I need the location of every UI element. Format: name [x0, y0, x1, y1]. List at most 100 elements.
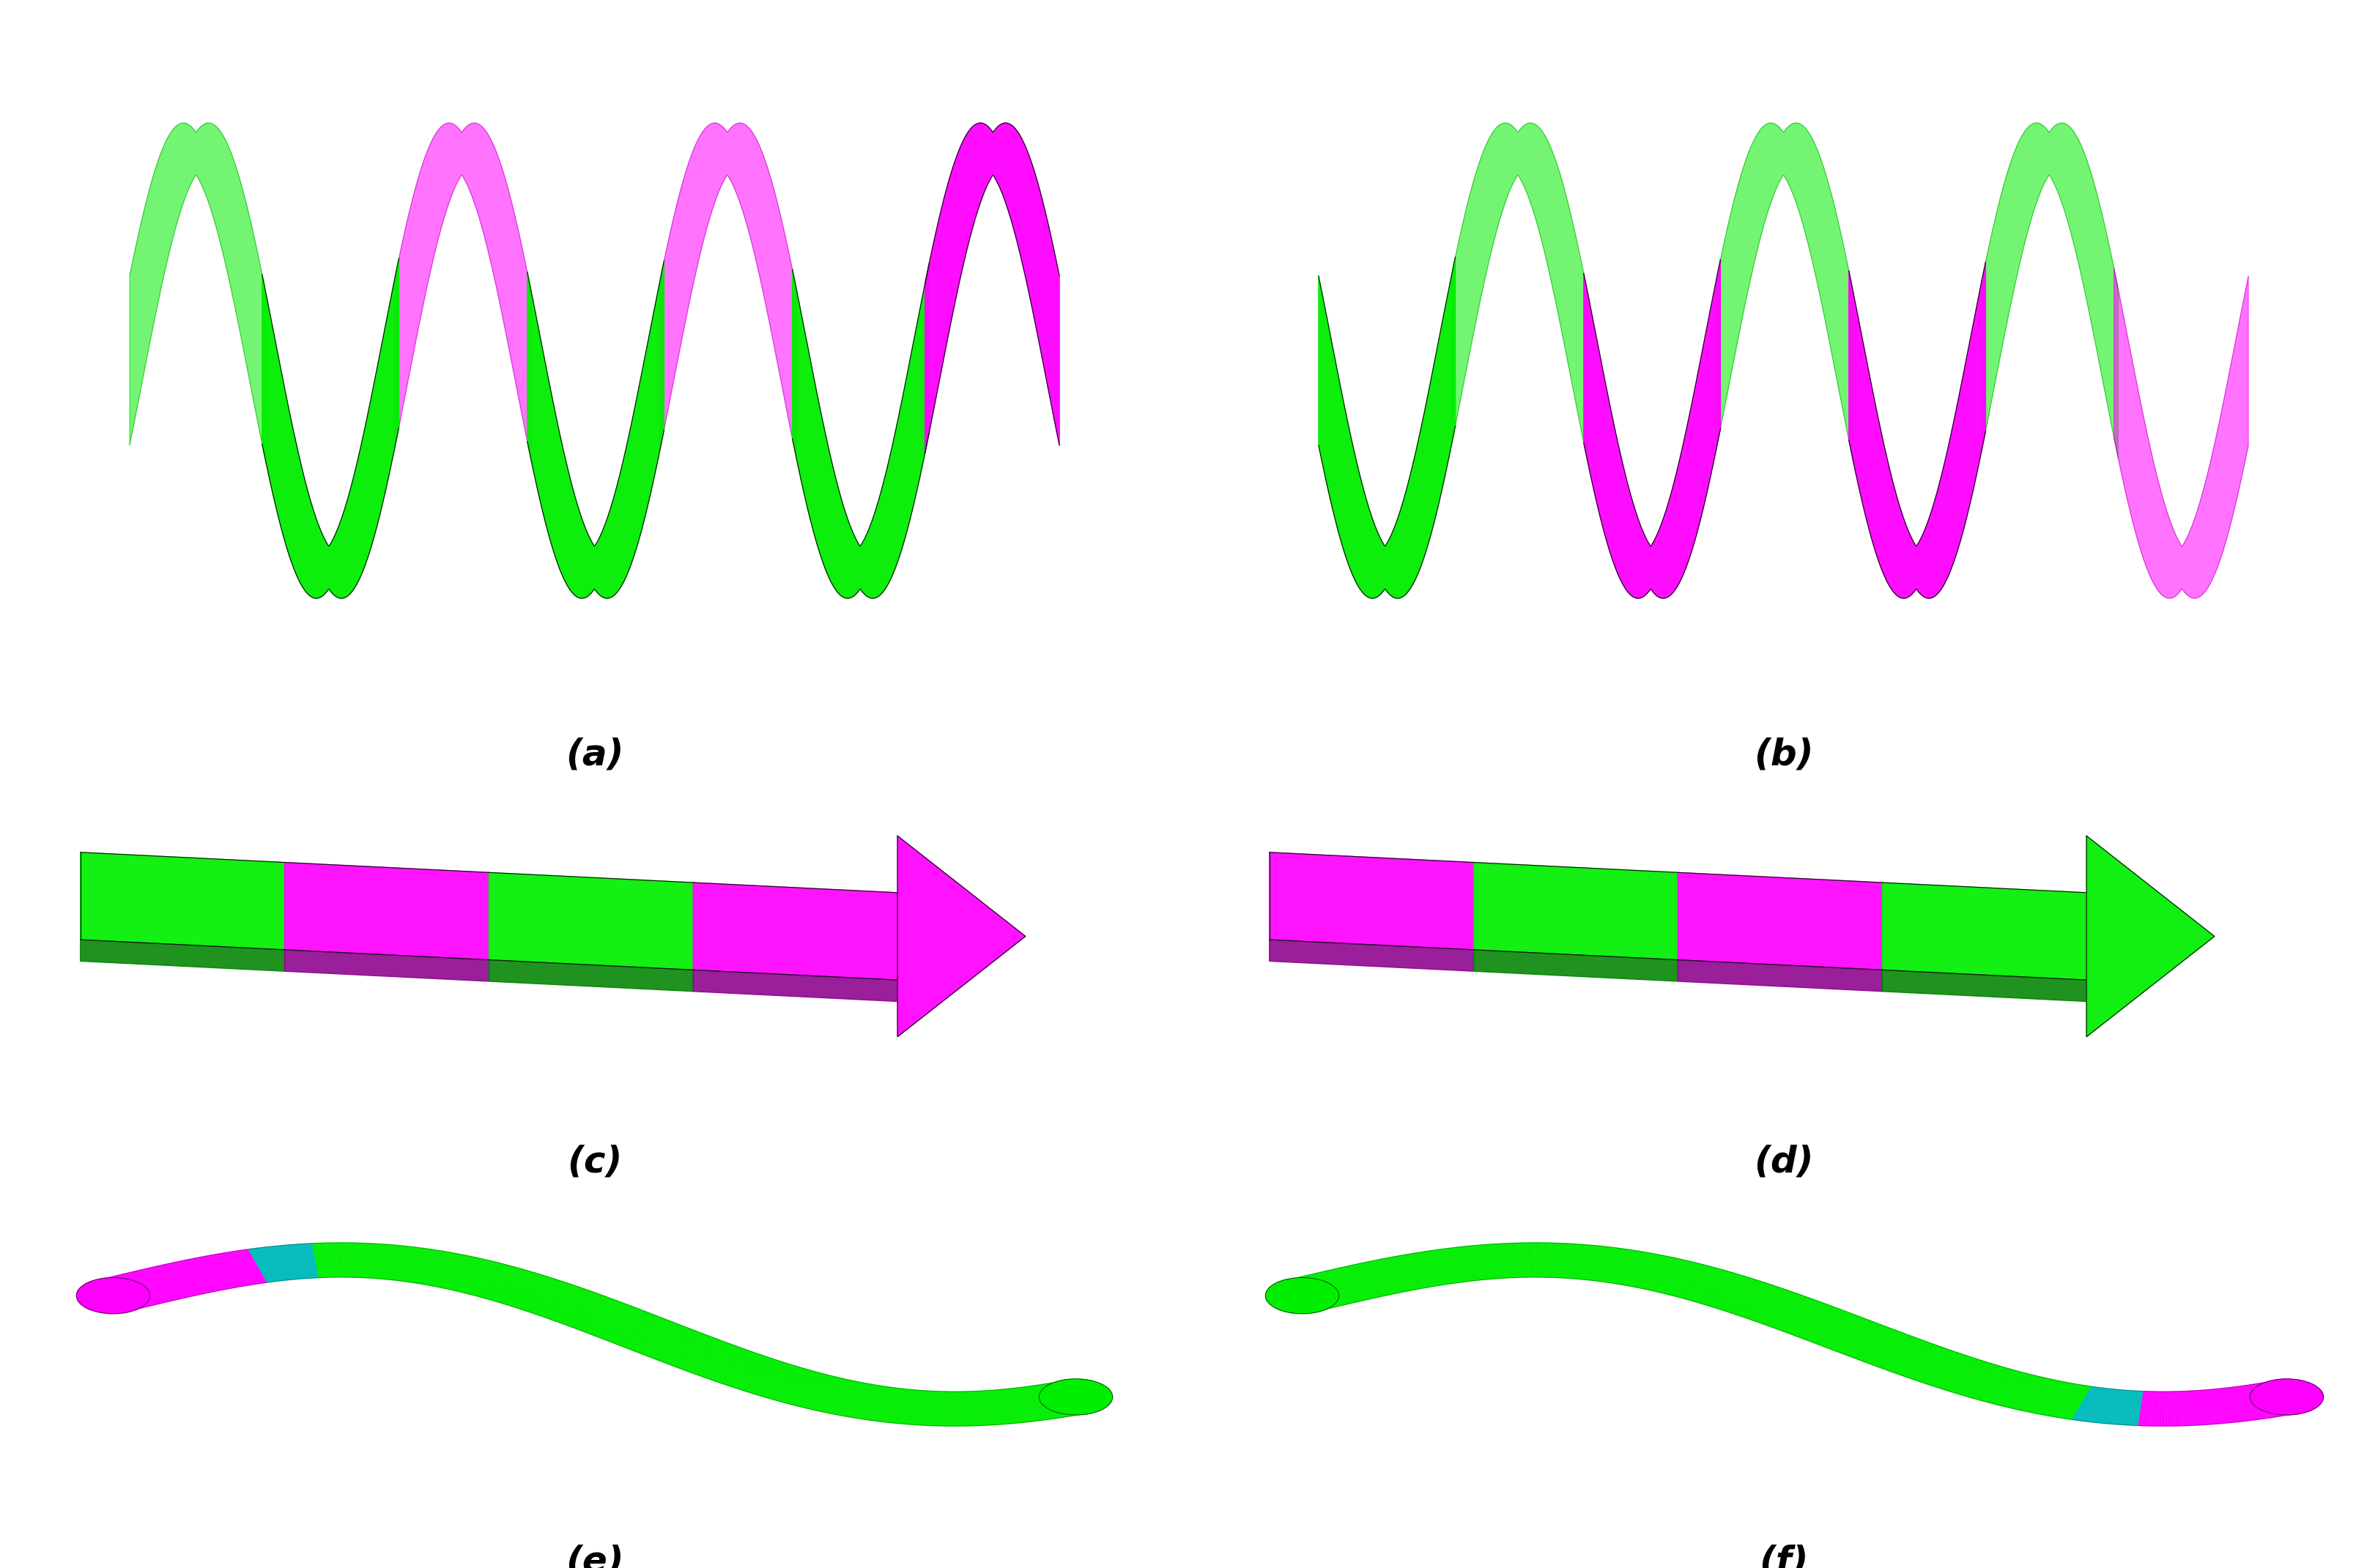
Polygon shape	[1367, 1261, 1396, 1294]
Polygon shape	[421, 1251, 445, 1284]
Polygon shape	[518, 1279, 559, 1309]
Polygon shape	[552, 1292, 594, 1320]
Polygon shape	[499, 1273, 540, 1303]
Polygon shape	[338, 1243, 340, 1278]
Polygon shape	[2140, 1391, 2147, 1425]
Polygon shape	[545, 1289, 587, 1317]
Polygon shape	[407, 1248, 430, 1283]
Polygon shape	[702, 1348, 744, 1377]
Polygon shape	[181, 1261, 212, 1292]
Polygon shape	[2181, 1391, 2188, 1425]
Polygon shape	[2162, 1392, 2164, 1425]
Polygon shape	[944, 1392, 949, 1425]
Polygon shape	[1926, 1355, 1969, 1385]
Polygon shape	[1826, 1320, 1871, 1348]
Polygon shape	[81, 939, 285, 971]
Polygon shape	[716, 1353, 759, 1381]
Polygon shape	[1755, 1294, 1798, 1322]
Polygon shape	[2219, 1389, 2235, 1422]
Polygon shape	[694, 1347, 740, 1375]
Polygon shape	[2086, 836, 2214, 1036]
Text: (e): (e)	[566, 1544, 623, 1568]
Polygon shape	[949, 1392, 954, 1425]
Polygon shape	[2095, 1389, 2112, 1422]
Polygon shape	[1460, 1247, 1477, 1281]
Polygon shape	[1812, 1314, 1857, 1342]
Polygon shape	[1748, 1290, 1791, 1320]
Polygon shape	[973, 1391, 980, 1425]
Polygon shape	[687, 1344, 732, 1372]
Polygon shape	[428, 1253, 457, 1286]
Polygon shape	[2195, 1391, 2207, 1425]
Polygon shape	[1627, 1253, 1653, 1286]
Polygon shape	[2212, 1389, 2226, 1424]
Polygon shape	[792, 263, 930, 599]
Polygon shape	[2021, 1378, 2052, 1411]
Polygon shape	[473, 1265, 509, 1295]
Polygon shape	[2221, 1388, 2238, 1422]
Polygon shape	[124, 1273, 157, 1305]
Polygon shape	[283, 1245, 297, 1279]
Polygon shape	[1389, 1258, 1415, 1290]
Polygon shape	[166, 1264, 197, 1295]
Polygon shape	[749, 1363, 787, 1392]
Polygon shape	[1503, 1243, 1512, 1278]
Polygon shape	[1408, 1254, 1432, 1287]
Polygon shape	[371, 1243, 383, 1278]
Polygon shape	[281, 1245, 295, 1279]
Polygon shape	[818, 1380, 849, 1411]
Polygon shape	[117, 1275, 150, 1306]
Polygon shape	[1715, 1279, 1755, 1309]
Polygon shape	[1841, 1327, 1886, 1353]
Polygon shape	[1531, 1243, 1534, 1278]
Polygon shape	[1619, 1251, 1643, 1284]
Polygon shape	[2207, 1389, 2221, 1424]
Polygon shape	[994, 1389, 1006, 1424]
Polygon shape	[599, 1309, 644, 1338]
Polygon shape	[302, 1243, 312, 1278]
Polygon shape	[694, 971, 897, 1002]
Polygon shape	[2259, 1383, 2283, 1416]
Polygon shape	[395, 122, 530, 461]
Polygon shape	[723, 1356, 766, 1385]
Polygon shape	[794, 1375, 830, 1406]
Polygon shape	[402, 1248, 421, 1281]
Polygon shape	[678, 1341, 723, 1369]
Polygon shape	[364, 1243, 373, 1278]
Polygon shape	[1750, 1292, 1793, 1320]
Polygon shape	[1365, 1262, 1396, 1294]
Polygon shape	[128, 122, 266, 464]
Polygon shape	[457, 1261, 490, 1292]
Polygon shape	[1565, 1243, 1577, 1278]
Polygon shape	[1705, 1276, 1745, 1306]
Polygon shape	[1001, 1389, 1018, 1424]
Polygon shape	[1510, 1243, 1517, 1278]
Polygon shape	[1422, 1251, 1446, 1284]
Polygon shape	[133, 1272, 166, 1303]
Polygon shape	[2254, 1385, 2278, 1417]
Polygon shape	[285, 950, 490, 982]
Polygon shape	[987, 1391, 999, 1425]
Polygon shape	[1046, 1383, 1070, 1416]
Polygon shape	[1836, 1323, 1881, 1352]
Polygon shape	[1814, 1316, 1860, 1344]
Polygon shape	[1940, 1359, 1981, 1389]
Polygon shape	[999, 1389, 1015, 1424]
Polygon shape	[899, 1389, 913, 1424]
Polygon shape	[977, 1391, 987, 1425]
Text: (d): (d)	[1753, 1145, 1814, 1179]
Polygon shape	[2064, 1386, 2088, 1419]
Polygon shape	[1838, 1325, 1883, 1353]
Polygon shape	[485, 1269, 521, 1298]
Polygon shape	[1929, 1356, 1971, 1386]
Polygon shape	[2264, 1383, 2288, 1416]
Polygon shape	[414, 1250, 438, 1283]
Polygon shape	[307, 1243, 316, 1278]
Polygon shape	[1700, 1275, 1741, 1305]
Polygon shape	[1693, 1272, 1731, 1301]
Polygon shape	[1027, 1386, 1049, 1419]
Polygon shape	[121, 1273, 155, 1305]
Polygon shape	[1807, 1312, 1852, 1341]
Polygon shape	[454, 1259, 485, 1290]
Polygon shape	[2038, 1381, 2064, 1414]
